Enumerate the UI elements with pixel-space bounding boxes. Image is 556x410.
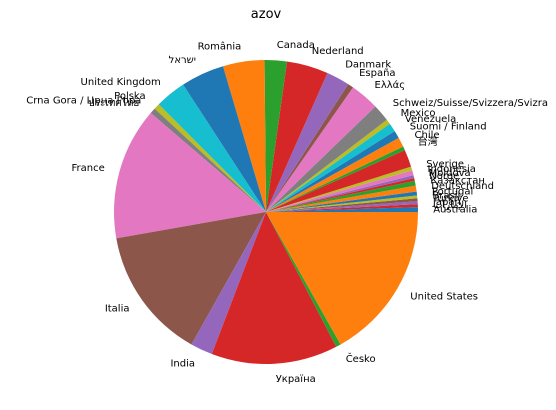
pie-slice bbox=[266, 123, 395, 212]
pie-slice bbox=[266, 61, 328, 213]
slice-label: Suomi / Finland bbox=[410, 122, 487, 133]
pie-slice bbox=[266, 175, 415, 212]
pie-slice bbox=[266, 84, 354, 212]
slice-label: Norge bbox=[429, 171, 459, 182]
slice-label: Türkiye bbox=[432, 194, 469, 205]
slice-label: Japan bbox=[432, 197, 461, 208]
pie-slice bbox=[266, 204, 418, 212]
slice-label: Portugal bbox=[432, 187, 473, 198]
slice-label: Қазақстан bbox=[430, 175, 485, 186]
pie-slice bbox=[183, 66, 266, 212]
slice-label: Moldova bbox=[429, 168, 471, 179]
pie-slice bbox=[266, 212, 341, 347]
pie-slice bbox=[266, 106, 387, 212]
pie-slice bbox=[266, 150, 412, 212]
slice-label: Venezuela bbox=[405, 114, 456, 125]
slice-label: Deutschland bbox=[431, 181, 494, 192]
slice-label: Schweiz/Suisse/Svizzera/Svizra bbox=[393, 98, 548, 109]
pie-slice bbox=[266, 72, 349, 212]
pie-slice bbox=[266, 137, 404, 212]
pie-slice bbox=[222, 60, 266, 213]
slice-label: Chile bbox=[415, 130, 440, 141]
pie-slice bbox=[266, 177, 415, 212]
pie-slice bbox=[266, 170, 414, 212]
pie-slice bbox=[266, 198, 418, 212]
pie-slice bbox=[266, 185, 417, 212]
pie-slice bbox=[266, 180, 416, 212]
pie-slice bbox=[266, 131, 399, 212]
pie-slice bbox=[266, 212, 418, 345]
slice-label: United States bbox=[410, 291, 478, 302]
slice-label: Canada bbox=[277, 40, 315, 51]
pie-slice bbox=[266, 87, 376, 212]
pie-slice bbox=[116, 212, 266, 345]
pie-slice bbox=[266, 207, 418, 212]
slice-label: United Kingdom bbox=[81, 77, 161, 88]
slice-label: France bbox=[72, 163, 105, 174]
slice-label: Italia bbox=[105, 304, 130, 315]
slice-label: Brasil bbox=[432, 190, 460, 201]
pie-slice bbox=[191, 212, 266, 355]
pie-slice bbox=[266, 195, 418, 212]
slice-label: ישראל bbox=[169, 55, 196, 66]
slice-label: Nederland bbox=[312, 46, 364, 57]
pie-slice bbox=[158, 84, 266, 212]
pie-slice bbox=[266, 191, 418, 212]
slice-label: Polska bbox=[114, 91, 146, 102]
pie-slice bbox=[266, 119, 390, 212]
slice-label: România bbox=[198, 41, 242, 53]
pie-slice bbox=[114, 112, 266, 239]
slice-label: Danmark bbox=[345, 60, 391, 71]
slice-label: 台灣 bbox=[418, 135, 438, 148]
slice-label: España bbox=[359, 68, 395, 79]
slice-label: Mexico bbox=[401, 108, 436, 119]
slice-label: ประเทศไทย bbox=[88, 97, 139, 109]
slice-label: Sverige bbox=[426, 159, 464, 170]
pie-slice bbox=[266, 146, 405, 212]
pie-slice bbox=[266, 166, 413, 212]
pie-slice bbox=[266, 201, 418, 212]
slice-label: India bbox=[170, 358, 195, 369]
slice-label: Crna Gora / Црна Гора bbox=[26, 96, 141, 107]
pie-slice bbox=[264, 60, 288, 213]
slice-label: الإمارات bbox=[433, 200, 467, 211]
pie-slice bbox=[154, 104, 266, 212]
slice-label: Indonesia bbox=[428, 164, 476, 175]
slice-label: Australia bbox=[433, 204, 477, 215]
chart-title: azov bbox=[251, 7, 282, 22]
pie-slice bbox=[150, 108, 266, 212]
pie-slices bbox=[114, 60, 418, 365]
pie-labels: AustraliaالإماراتJapanTürkiyeBrasilPortu… bbox=[26, 40, 548, 385]
slice-label: Україна bbox=[276, 374, 316, 385]
slice-label: Česko bbox=[346, 352, 376, 365]
pie-slice bbox=[211, 212, 337, 365]
slice-label: Ελλάς bbox=[375, 79, 406, 91]
